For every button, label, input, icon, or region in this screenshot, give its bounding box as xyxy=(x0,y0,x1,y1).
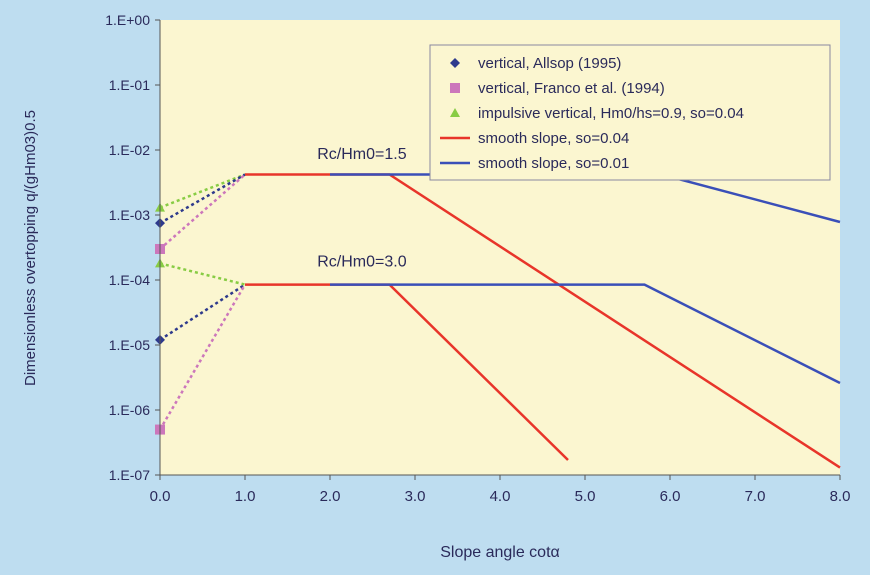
annotation-layer: Rc/Hm0=1.5 Rc/Hm0=3.0 xyxy=(317,146,406,271)
y-tick-label: 1.E-01 xyxy=(109,77,150,93)
y-tick-label: 1.E-04 xyxy=(109,272,150,288)
x-tick-label: 6.0 xyxy=(660,488,681,505)
axis-layer: 0.0 1.0 2.0 3.0 4.0 5.0 6.0 7.0 8.0 1.E+00 1.E-01 1… xyxy=(105,12,850,505)
x-tick-label: 7.0 xyxy=(745,488,766,505)
legend-marker-swatch xyxy=(450,83,460,93)
legend-box xyxy=(429,44,831,181)
series-line xyxy=(330,283,841,385)
dashed-connector xyxy=(159,173,246,250)
legend-label: impulsive vertical, Hm0/hs=0.9, so=0.04 xyxy=(478,105,744,122)
dashed-connector xyxy=(159,173,246,225)
y-tick-label: 1.E+00 xyxy=(105,12,150,28)
x-tick-label: 8.0 xyxy=(830,488,851,505)
dashed-connector xyxy=(159,283,246,341)
legend: vertical, Allsop (1995) vertical, Franco … xyxy=(429,44,831,181)
legend-label: smooth slope, so=0.04 xyxy=(478,130,629,147)
dashed-connector xyxy=(158,283,247,431)
legend-label: vertical, Allsop (1995) xyxy=(478,55,621,72)
y-tick-label: 1.E-07 xyxy=(109,467,150,483)
connector-layer xyxy=(158,173,247,431)
legend-marker-swatch xyxy=(450,58,460,68)
x-tick-label: 5.0 xyxy=(575,488,596,505)
y-tick-label: 1.E-06 xyxy=(109,402,150,418)
legend-marker-swatch xyxy=(450,108,460,117)
x-tick-label: 3.0 xyxy=(405,488,426,505)
annotation-label: Rc/Hm0=3.0 xyxy=(317,254,406,271)
x-tick-label: 0.0 xyxy=(150,488,171,505)
x-tick-label: 2.0 xyxy=(320,488,341,505)
x-tick-label: 1.0 xyxy=(235,488,256,505)
y-axis-label: Dimensionless overtopping q/(gHm03)0.5 xyxy=(22,110,39,386)
legend-label: smooth slope, so=0.01 xyxy=(478,155,629,172)
dashed-connector xyxy=(159,262,246,286)
annotation-label: Rc/Hm0=1.5 xyxy=(317,146,406,163)
x-axis-label: Slope angle cotα xyxy=(440,544,560,561)
y-tick-label: 1.E-05 xyxy=(109,337,150,353)
y-tick-label: 1.E-03 xyxy=(109,207,150,223)
legend-label: vertical, Franco et al. (1994) xyxy=(478,80,665,97)
x-tick-label: 4.0 xyxy=(490,488,511,505)
y-tick-label: 1.E-02 xyxy=(109,142,150,158)
